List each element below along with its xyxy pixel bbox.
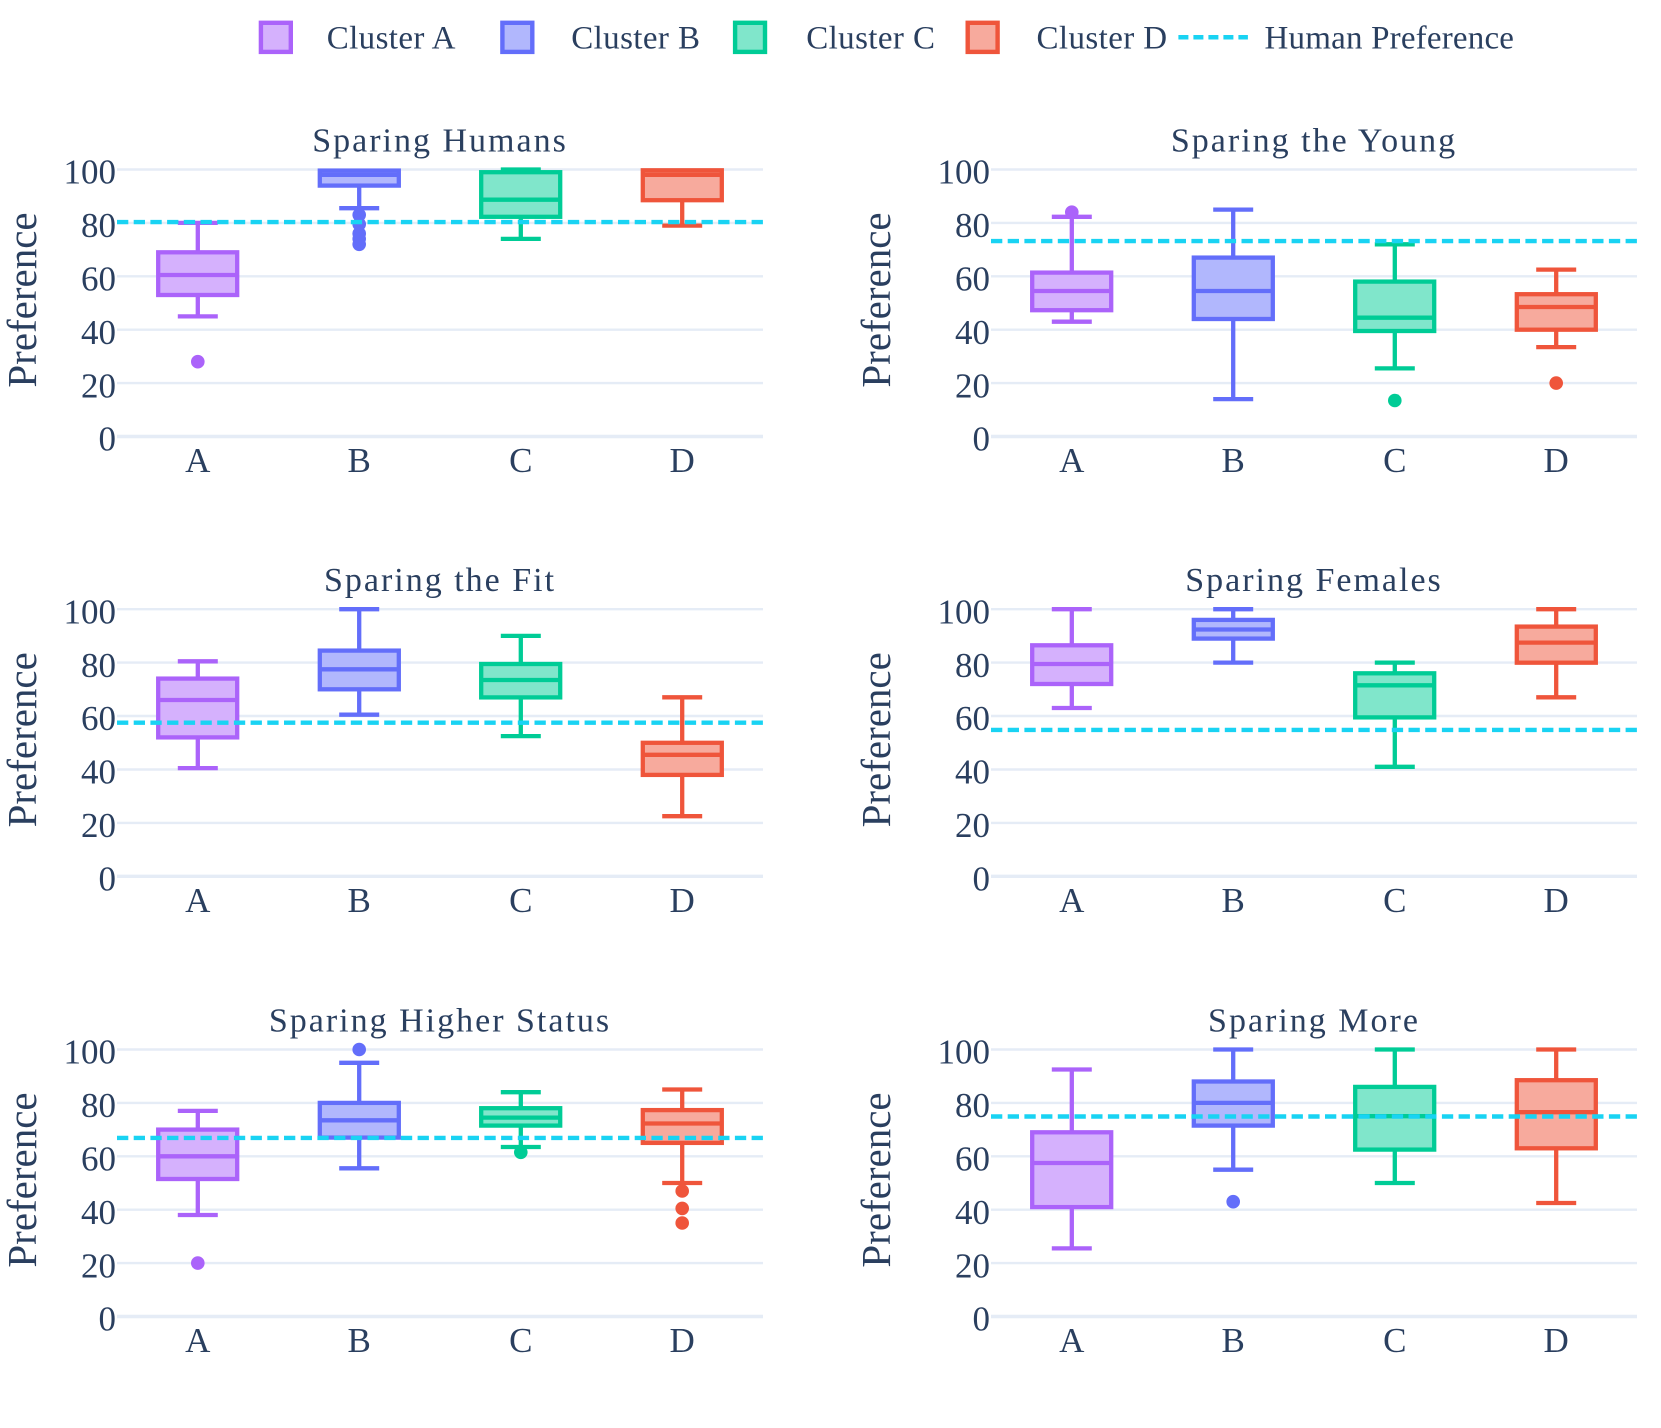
svg-text:D: D (670, 1321, 695, 1360)
svg-text:Sparing the Fit: Sparing the Fit (324, 562, 556, 599)
svg-text:C: C (509, 881, 532, 920)
svg-text:80: 80 (81, 646, 116, 685)
svg-text:B: B (348, 881, 371, 920)
svg-text:100: 100 (938, 1033, 991, 1072)
svg-text:C: C (1383, 881, 1406, 920)
svg-text:20: 20 (955, 806, 990, 845)
svg-text:80: 80 (81, 206, 116, 245)
svg-text:B: B (1222, 881, 1245, 920)
svg-text:Sparing the Young: Sparing the Young (1171, 123, 1457, 160)
svg-text:Sparing Females: Sparing Females (1185, 562, 1443, 599)
svg-text:0: 0 (973, 420, 991, 459)
svg-text:Preference: Preference (0, 652, 45, 827)
svg-text:60: 60 (955, 1140, 990, 1179)
svg-text:80: 80 (81, 1086, 116, 1125)
svg-text:A: A (1059, 1321, 1085, 1360)
svg-text:Cluster D: Cluster D (1037, 20, 1168, 56)
svg-text:40: 40 (81, 753, 116, 792)
svg-text:Human Preference: Human Preference (1265, 20, 1515, 56)
svg-text:Cluster A: Cluster A (327, 20, 456, 56)
svg-text:80: 80 (955, 1086, 990, 1125)
svg-text:A: A (185, 1321, 211, 1360)
svg-text:C: C (509, 1321, 532, 1360)
svg-text:D: D (1544, 881, 1569, 920)
svg-text:60: 60 (81, 260, 116, 299)
svg-text:20: 20 (955, 1246, 990, 1285)
svg-text:C: C (1383, 1321, 1406, 1360)
svg-text:40: 40 (955, 753, 990, 792)
svg-text:80: 80 (955, 646, 990, 685)
svg-text:40: 40 (955, 313, 990, 352)
svg-text:A: A (185, 881, 211, 920)
svg-text:100: 100 (64, 153, 117, 192)
svg-text:Preference: Preference (0, 1092, 45, 1267)
svg-text:B: B (1222, 1321, 1245, 1360)
svg-text:Preference: Preference (853, 212, 899, 387)
svg-text:60: 60 (81, 1140, 116, 1179)
svg-text:B: B (348, 1321, 371, 1360)
svg-text:Sparing Higher Status: Sparing Higher Status (269, 1003, 611, 1040)
svg-text:100: 100 (938, 153, 991, 192)
svg-text:20: 20 (81, 366, 116, 405)
svg-text:0: 0 (99, 860, 117, 899)
svg-text:40: 40 (81, 313, 116, 352)
svg-text:D: D (1544, 1321, 1569, 1360)
svg-text:D: D (1544, 441, 1569, 480)
svg-text:0: 0 (973, 1300, 991, 1339)
svg-text:0: 0 (973, 860, 991, 899)
svg-text:20: 20 (81, 1246, 116, 1285)
svg-text:C: C (509, 441, 532, 480)
svg-text:Preference: Preference (0, 212, 45, 387)
svg-text:C: C (1383, 441, 1406, 480)
svg-text:0: 0 (99, 420, 117, 459)
svg-text:D: D (670, 881, 695, 920)
svg-text:D: D (670, 441, 695, 480)
svg-text:A: A (1059, 441, 1085, 480)
svg-text:100: 100 (64, 592, 117, 631)
svg-text:B: B (348, 441, 371, 480)
svg-text:20: 20 (81, 806, 116, 845)
svg-text:60: 60 (955, 699, 990, 738)
svg-text:Preference: Preference (853, 1092, 899, 1267)
svg-text:Sparing Humans: Sparing Humans (312, 123, 568, 160)
svg-text:40: 40 (955, 1193, 990, 1232)
svg-text:Cluster B: Cluster B (571, 20, 700, 56)
svg-text:100: 100 (938, 592, 991, 631)
svg-text:40: 40 (81, 1193, 116, 1232)
svg-text:60: 60 (81, 699, 116, 738)
svg-text:A: A (185, 441, 211, 480)
svg-text:Preference: Preference (853, 652, 899, 827)
svg-text:0: 0 (99, 1300, 117, 1339)
svg-text:20: 20 (955, 366, 990, 405)
svg-text:100: 100 (64, 1033, 117, 1072)
svg-text:A: A (1059, 881, 1085, 920)
svg-text:60: 60 (955, 260, 990, 299)
svg-text:B: B (1222, 441, 1245, 480)
svg-text:Cluster C: Cluster C (806, 20, 935, 56)
svg-text:80: 80 (955, 206, 990, 245)
svg-text:Sparing More: Sparing More (1208, 1003, 1420, 1040)
